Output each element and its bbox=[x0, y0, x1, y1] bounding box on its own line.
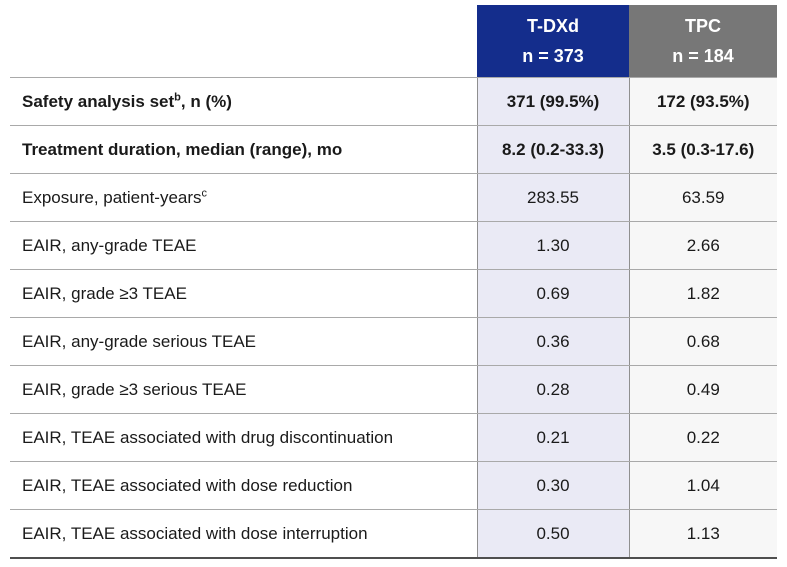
row-label-text: EAIR, grade ≥3 serious TEAE bbox=[22, 379, 247, 399]
tdxd-value: 283.55 bbox=[476, 173, 630, 222]
row-label-text: Exposure, patient-years bbox=[22, 187, 202, 207]
tdxd-value: 0.30 bbox=[476, 461, 630, 510]
row-label: EAIR, TEAE associated with dose interrup… bbox=[10, 509, 477, 559]
row-label-suffix: , n (%) bbox=[180, 91, 232, 111]
header-tdxd: T-DXd n = 373 bbox=[477, 5, 629, 78]
row-label: EAIR, grade ≥3 TEAE bbox=[10, 269, 477, 318]
tpc-value: 1.04 bbox=[629, 461, 777, 510]
tdxd-value: 0.36 bbox=[476, 317, 630, 366]
table-row: EAIR, TEAE associated with dose reductio… bbox=[10, 461, 777, 510]
header-tdxd-subtitle: n = 373 bbox=[522, 46, 584, 66]
table-row: EAIR, any-grade TEAE 1.30 2.66 bbox=[10, 221, 777, 270]
tpc-value: 63.59 bbox=[629, 173, 777, 222]
tpc-value: 1.82 bbox=[629, 269, 777, 318]
row-label: EAIR, TEAE associated with drug disconti… bbox=[10, 413, 477, 462]
row-label: Treatment duration, median (range), mo bbox=[10, 125, 477, 174]
tpc-value: 1.13 bbox=[629, 509, 777, 559]
row-label-text: EAIR, TEAE associated with dose reductio… bbox=[22, 475, 353, 495]
footnote-marker: c bbox=[201, 186, 208, 199]
row-label: EAIR, TEAE associated with dose reductio… bbox=[10, 461, 477, 510]
footnote-marker: b bbox=[174, 90, 181, 103]
row-label: Exposure, patient-yearsc bbox=[10, 173, 477, 222]
table-row: Exposure, patient-yearsc 283.55 63.59 bbox=[10, 173, 777, 222]
safety-summary-table: T-DXd n = 373 TPC n = 184 Safety analysi… bbox=[10, 5, 777, 559]
row-label-text: Treatment duration, median (range), mo bbox=[22, 139, 343, 159]
row-label-text: Safety analysis set bbox=[22, 91, 175, 111]
header-tpc-subtitle: n = 184 bbox=[672, 46, 734, 66]
row-label-text: EAIR, grade ≥3 TEAE bbox=[22, 283, 187, 303]
row-label: EAIR, any-grade serious TEAE bbox=[10, 317, 477, 366]
row-label-text: EAIR, TEAE associated with dose interrup… bbox=[22, 523, 368, 543]
table-row: EAIR, TEAE associated with drug disconti… bbox=[10, 413, 777, 462]
tdxd-value: 0.50 bbox=[476, 509, 630, 559]
table-row: EAIR, grade ≥3 serious TEAE 0.28 0.49 bbox=[10, 365, 777, 414]
header-tdxd-title: T-DXd bbox=[527, 16, 579, 36]
row-label: EAIR, any-grade TEAE bbox=[10, 221, 477, 270]
row-label-text: EAIR, any-grade serious TEAE bbox=[22, 331, 257, 351]
row-label-text: EAIR, TEAE associated with drug disconti… bbox=[22, 427, 394, 447]
table-row: Safety analysis setb, n (%) 371 (99.5%) … bbox=[10, 77, 777, 126]
row-label-text: EAIR, any-grade TEAE bbox=[22, 235, 197, 255]
tpc-value: 172 (93.5%) bbox=[629, 77, 777, 126]
table-row: EAIR, any-grade serious TEAE 0.36 0.68 bbox=[10, 317, 777, 366]
tdxd-value: 8.2 (0.2-33.3) bbox=[476, 125, 630, 174]
tpc-value: 0.22 bbox=[629, 413, 777, 462]
header-tpc-title: TPC bbox=[685, 16, 721, 36]
tpc-value: 2.66 bbox=[629, 221, 777, 270]
row-label: EAIR, grade ≥3 serious TEAE bbox=[10, 365, 477, 414]
tpc-value: 0.49 bbox=[629, 365, 777, 414]
tdxd-value: 0.69 bbox=[476, 269, 630, 318]
header-blank-cell bbox=[10, 5, 477, 78]
tpc-value: 3.5 (0.3-17.6) bbox=[629, 125, 777, 174]
row-label: Safety analysis setb, n (%) bbox=[10, 77, 477, 126]
tdxd-value: 1.30 bbox=[476, 221, 630, 270]
table-row: EAIR, grade ≥3 TEAE 0.69 1.82 bbox=[10, 269, 777, 318]
table-header: T-DXd n = 373 TPC n = 184 bbox=[10, 5, 777, 78]
table-row: Treatment duration, median (range), mo 8… bbox=[10, 125, 777, 174]
tdxd-value: 0.21 bbox=[476, 413, 630, 462]
tdxd-value: 0.28 bbox=[476, 365, 630, 414]
table-row: EAIR, TEAE associated with dose interrup… bbox=[10, 509, 777, 559]
header-tpc: TPC n = 184 bbox=[629, 5, 777, 78]
tpc-value: 0.68 bbox=[629, 317, 777, 366]
tdxd-value: 371 (99.5%) bbox=[476, 77, 630, 126]
